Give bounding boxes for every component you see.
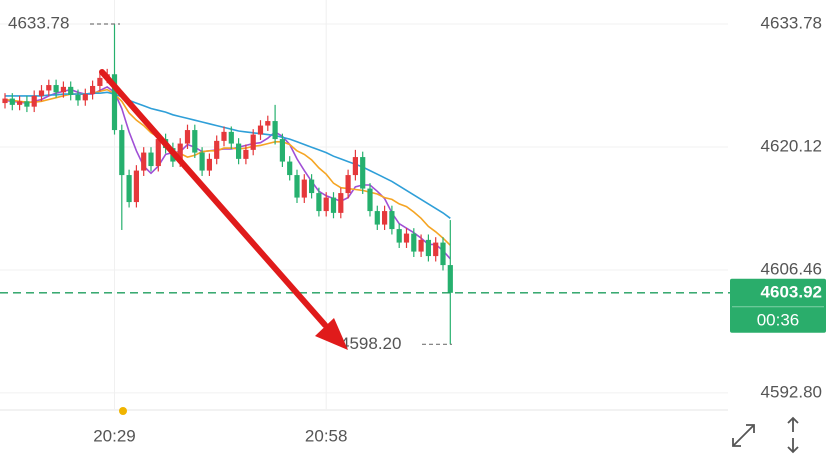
- candle-body: [97, 77, 103, 86]
- candle-body: [440, 242, 446, 266]
- candle-body: [433, 242, 439, 257]
- y-tick-label: 4633.78: [761, 14, 822, 33]
- candle-body: [60, 86, 66, 93]
- candle-body: [184, 130, 191, 144]
- y-tick-label: 4606.46: [761, 259, 822, 278]
- y-tick-label: 4620.12: [761, 136, 822, 155]
- min-label: 4598.20: [340, 334, 401, 353]
- candle-body: [360, 157, 366, 189]
- candle-body: [214, 140, 220, 159]
- candle-body: [126, 175, 132, 203]
- candle-body: [206, 158, 212, 171]
- candle-body: [403, 233, 410, 243]
- candle-body: [345, 175, 351, 194]
- candle-body: [221, 131, 227, 141]
- expand-icon[interactable]: [732, 424, 755, 447]
- candle-body: [53, 85, 59, 93]
- candle-body: [199, 152, 205, 171]
- candle-body: [133, 170, 139, 203]
- trend-arrow: [99, 69, 328, 328]
- candle-body: [374, 211, 380, 225]
- candle-body: [228, 131, 234, 144]
- scale-icon[interactable]: [787, 416, 799, 454]
- candle-body: [17, 101, 23, 105]
- candle-body: [111, 74, 118, 131]
- candle-body: [236, 143, 242, 159]
- candle-body: [382, 211, 388, 225]
- candle-body: [323, 197, 329, 212]
- candle-body: [396, 229, 402, 243]
- overlay: 4633.78 4598.20 4603.92 00:36: [0, 14, 826, 353]
- candle-body: [192, 130, 198, 153]
- candle-body: [2, 98, 8, 104]
- candle-body: [316, 193, 322, 212]
- candle-body: [330, 197, 337, 213]
- last-price-box: [730, 278, 826, 333]
- ma-line: [5, 91, 451, 219]
- candle-body: [301, 179, 307, 198]
- candle-body: [447, 265, 453, 293]
- x-tick-label: 20:58: [305, 426, 348, 445]
- candle-body: [338, 193, 344, 213]
- candle-body: [352, 157, 358, 176]
- candle-body: [294, 175, 300, 198]
- max-label: 4633.78: [8, 14, 69, 33]
- ma-line: [4, 85, 451, 260]
- trend-arrow-head: [315, 318, 348, 350]
- candle-body: [68, 86, 74, 95]
- candle-body: [31, 95, 37, 107]
- candle-body: [287, 161, 293, 176]
- candle-body: [309, 179, 315, 194]
- candle-body: [243, 149, 249, 159]
- candle-body: [90, 85, 96, 95]
- candle-body: [46, 85, 52, 91]
- candle-body: [75, 94, 81, 101]
- candles: [2, 24, 453, 345]
- candle-body: [155, 139, 161, 167]
- candle-body: [265, 121, 271, 126]
- candle-body: [389, 211, 395, 230]
- candle-body: [119, 130, 125, 176]
- candle-body: [148, 152, 154, 167]
- candle-body: [418, 239, 424, 252]
- candle-body: [367, 188, 373, 212]
- countdown-label: 00:36: [757, 310, 800, 329]
- candle-body: [279, 139, 285, 162]
- candle-body: [82, 94, 88, 101]
- grid: 4633.78 4620.12 4606.46 4592.80 20:29 20:58: [0, 0, 822, 445]
- candle-body: [250, 134, 256, 150]
- last-price-label: 4603.92: [761, 282, 822, 301]
- candle-body: [38, 90, 45, 96]
- candle-body: [141, 152, 147, 171]
- candle-body: [24, 101, 30, 107]
- y-tick-label: 4592.80: [761, 382, 822, 401]
- candle-body: [9, 98, 15, 105]
- x-tick-label: 20:29: [93, 426, 136, 445]
- candle-body: [177, 143, 183, 162]
- moving-averages: [4, 85, 451, 260]
- event-dot: [119, 407, 127, 415]
- candle-body: [272, 121, 278, 140]
- candle-body: [425, 239, 431, 257]
- candle-body: [411, 233, 417, 252]
- candle-body: [257, 125, 264, 135]
